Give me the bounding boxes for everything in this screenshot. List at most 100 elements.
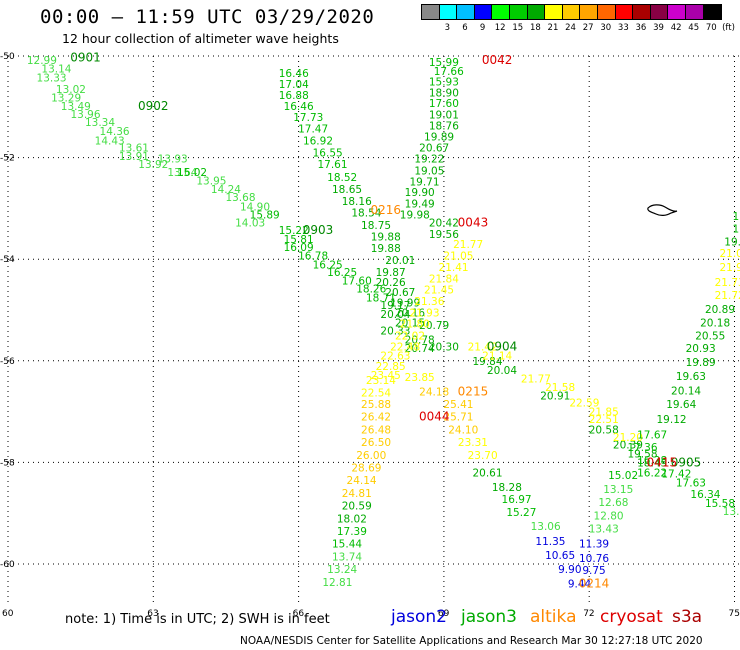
wave-height-value: 21.80 (400, 319, 430, 331)
wave-height-value: 17.1 (732, 211, 740, 223)
wave-height-value: 18.75 (361, 220, 391, 232)
wave-height-value: 19.49 (405, 198, 435, 210)
wave-height-value: 19.99 (390, 297, 420, 309)
wave-height-value: 16.92 (303, 135, 333, 147)
wave-height-value: 22.02 (395, 330, 425, 342)
wave-height-value: 20.04 (380, 309, 410, 321)
legend-swatch (615, 5, 634, 19)
wave-height-value: 18.02 (337, 513, 367, 525)
wave-height-value: 22.59 (569, 397, 599, 409)
wave-height-value: 20.26 (376, 277, 406, 289)
wave-height-value: 19.58 (627, 448, 657, 460)
wave-height-value: 18.28 (492, 482, 522, 494)
legend-unit: (ft) (722, 23, 735, 33)
wave-height-value: 20.74 (405, 343, 435, 355)
legend-label: 24 (565, 23, 576, 33)
legend-swatch (703, 5, 722, 19)
wave-height-value: 14.03 (235, 218, 265, 230)
wave-height-value: 14.36 (100, 126, 130, 138)
x-tick-label: 72 (583, 609, 594, 619)
wave-height-value: 18.90 (429, 88, 459, 100)
satellite-s3a: s3a (672, 607, 703, 627)
wave-height-value: 20.42 (429, 218, 459, 230)
wave-height-value: 11.39 (579, 539, 609, 551)
map-grid: 60 63 66 69 72 75 -50 -52 -54 -56 -58 -60 (0, 52, 740, 619)
wave-height-value: 16.55 (313, 148, 343, 160)
wave-height-value: 18.65 (332, 184, 362, 196)
wave-height-value: 16.34 (690, 489, 720, 501)
wave-height-value: 16.78 (298, 251, 328, 263)
legend-label: 36 (635, 23, 647, 33)
wave-height-value: 25.88 (361, 399, 391, 411)
wave-height-value: 13.96 (70, 109, 100, 121)
wave-height-value: 21.73 (715, 277, 740, 289)
wave-height-value: 23.70 (468, 450, 498, 462)
wave-height-value: 17.8 (732, 224, 740, 236)
wave-height-value: 13.93 (158, 154, 188, 166)
legend-swatch (422, 5, 440, 19)
wave-height-value: 21.05 (443, 251, 473, 263)
legend-label: 39 (653, 23, 664, 33)
wave-height-value: 24.81 (342, 488, 372, 500)
wave-height-value: 15.02 (608, 470, 638, 482)
wave-height-value: 13.24 (327, 564, 357, 576)
track-id-label: 0044 (419, 410, 450, 424)
wave-height-value: 19.89 (686, 357, 716, 369)
wave-height-value: 19.90 (405, 187, 435, 199)
wave-height-value: 20.91 (540, 390, 570, 402)
wave-height-value: 13.02 (56, 84, 86, 96)
wave-height-value: 21.91 (719, 262, 740, 274)
y-tick-label: -50 (0, 52, 15, 62)
wave-height-value: 17.60 (342, 276, 372, 288)
wave-height-value: 21.77 (521, 374, 551, 386)
wave-height-value: 15.58 (705, 498, 735, 510)
wave-height-value: 19.71 (409, 176, 439, 188)
legend-label (421, 23, 439, 33)
wave-height-value: 25.41 (443, 399, 473, 411)
wave-height-value: 22.48 (390, 342, 420, 354)
legend-label: 12 (494, 23, 506, 33)
track-id-label: 0904 (487, 340, 518, 354)
wave-height-value: 18.71 (366, 292, 396, 304)
legend-label: 33 (617, 23, 629, 33)
wave-height-value: 21.85 (589, 407, 619, 419)
legend-label: 45 (688, 23, 700, 33)
wave-height-value: 17.42 (661, 469, 691, 481)
legend-swatch (509, 5, 528, 19)
wave-height-value: 20.16 (395, 308, 425, 320)
wave-height-value: 20.30 (429, 342, 459, 354)
legend-label: 70 (705, 23, 717, 33)
wave-height-value: 13.74 (332, 551, 362, 563)
wave-height-value: 21.45 (424, 285, 454, 297)
satellite-altika: altika (530, 607, 577, 627)
wave-height-value: 23.85 (405, 372, 435, 384)
legend-label: 21 (547, 23, 559, 33)
wave-height-value: 15.81 (284, 234, 314, 246)
wave-height-value: 20.89 (705, 304, 735, 316)
track-id-label: 0042 (482, 53, 513, 67)
wave-height-value: 22.51 (589, 414, 619, 426)
wave-height-value: 21.41 (439, 262, 469, 274)
wave-height-value: 21.93 (409, 308, 439, 320)
wave-height-value: 19.88 (371, 243, 401, 255)
page-title: 00:00 – 11:59 UTC 03/29/2020 (40, 6, 375, 28)
wave-height-value: 13.14 (41, 64, 71, 76)
wave-height-value: 16.46 (279, 68, 309, 80)
wave-height-value: 18.16 (342, 196, 372, 208)
wave-height-value: 20.15 (395, 318, 425, 330)
note-text: note: 1) Time is in UTC; 2) SWH is in fe… (65, 612, 330, 627)
wave-height-value: 20.33 (380, 325, 410, 337)
wave-height-value: 26.48 (361, 424, 391, 436)
wave-height-value: 19.84 (472, 356, 502, 368)
wave-height-value: 15.22 (279, 225, 309, 237)
wave-height-value: 13.29 (51, 93, 81, 105)
wave-height-value: 13.68 (225, 192, 255, 204)
wave-height-value: 17.36 (627, 442, 657, 454)
wave-height-value: 26.42 (361, 412, 391, 424)
wave-height-value: 21.14 (482, 351, 512, 363)
island-shape (647, 204, 678, 216)
x-tick-label: 75 (729, 609, 740, 619)
y-tick-label: -52 (0, 154, 15, 164)
track-id-label: 0902 (138, 99, 169, 113)
